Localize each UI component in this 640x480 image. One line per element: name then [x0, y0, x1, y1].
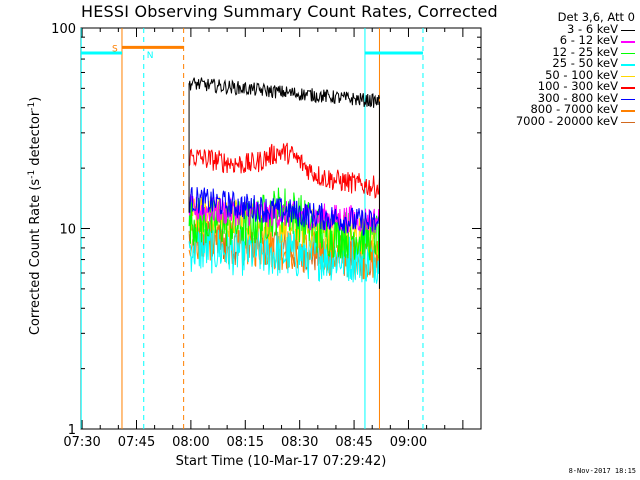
legend-label: 12 - 25 keV [552, 44, 618, 59]
legend-swatch [621, 87, 635, 89]
night-marker: N [147, 51, 154, 61]
legend-item: 12 - 25 keV [486, 44, 638, 59]
legend-header: Det 3,6, Att 0 [486, 10, 638, 24]
saa-marker: S [112, 44, 118, 54]
x-tick-label: 07:30 [63, 435, 100, 450]
legend-swatch [621, 41, 635, 43]
legend-label: 7000 - 20000 keV [515, 113, 618, 128]
legend-label: 800 - 7000 keV [530, 102, 618, 116]
y-axis-label: Corrected Count Rate (s-1 detector-1) [26, 96, 44, 336]
legend-swatch [621, 121, 635, 123]
legend-label: 6 - 12 keV [559, 33, 618, 47]
legend-swatch [621, 64, 635, 66]
x-tick-label: 08:45 [335, 435, 372, 450]
x-tick-label: 08:00 [172, 435, 209, 450]
timestamp: 8-Nov-2017 18:15 [568, 467, 636, 475]
legend-item: 800 - 7000 keV [486, 102, 638, 116]
y-tick-label: 1 [68, 423, 76, 438]
legend-swatch [621, 110, 635, 112]
y-tick-label: 100 [51, 22, 76, 37]
x-tick-label: 09:00 [390, 435, 427, 450]
legend-swatch [621, 52, 635, 54]
x-axis-label: Start Time (10-Mar-17 07:29:42) [175, 454, 387, 469]
legend-item: 3 - 6 keV [486, 21, 638, 36]
legend-swatch [621, 98, 635, 100]
series-line-6 [188, 187, 380, 236]
chart-title: HESSI Observing Summary Count Rates, Cor… [81, 2, 498, 21]
legend-swatch [621, 29, 635, 31]
legend-label: 100 - 300 keV [537, 79, 618, 93]
series-line-0 [188, 77, 380, 108]
legend-item: 6 - 12 keV [486, 33, 638, 47]
series-line-5 [188, 142, 380, 199]
x-tick-label: 07:45 [118, 435, 155, 450]
legend-item: 50 - 100 keV [486, 67, 638, 82]
legend-item: 100 - 300 keV [486, 79, 638, 93]
y-tick-label: 10 [59, 223, 76, 238]
legend-item: 7000 - 20000 keV [486, 113, 638, 128]
legend-rows: 3 - 6 keV 6 - 12 keV 12 - 25 keV 25 - 50 ke… [486, 21, 638, 128]
legend-label: 3 - 6 keV [567, 21, 618, 36]
legend-swatch [621, 75, 635, 77]
legend-label: 300 - 800 keV [537, 90, 618, 105]
series-line-3 [188, 224, 380, 284]
legend-label: 50 - 100 keV [545, 67, 618, 82]
x-tick-label: 08:30 [281, 435, 318, 450]
x-tick-label: 08:15 [227, 435, 264, 450]
legend-header-text: Det 3,6, Att 0 [557, 10, 635, 24]
legend: Det 3,6, Att 0 3 - 6 keV 6 - 12 keV 12 - 2… [486, 10, 638, 128]
legend-item: 25 - 50 keV [486, 56, 638, 70]
legend-item: 300 - 800 keV [486, 90, 638, 105]
legend-label: 25 - 50 keV [552, 56, 618, 70]
